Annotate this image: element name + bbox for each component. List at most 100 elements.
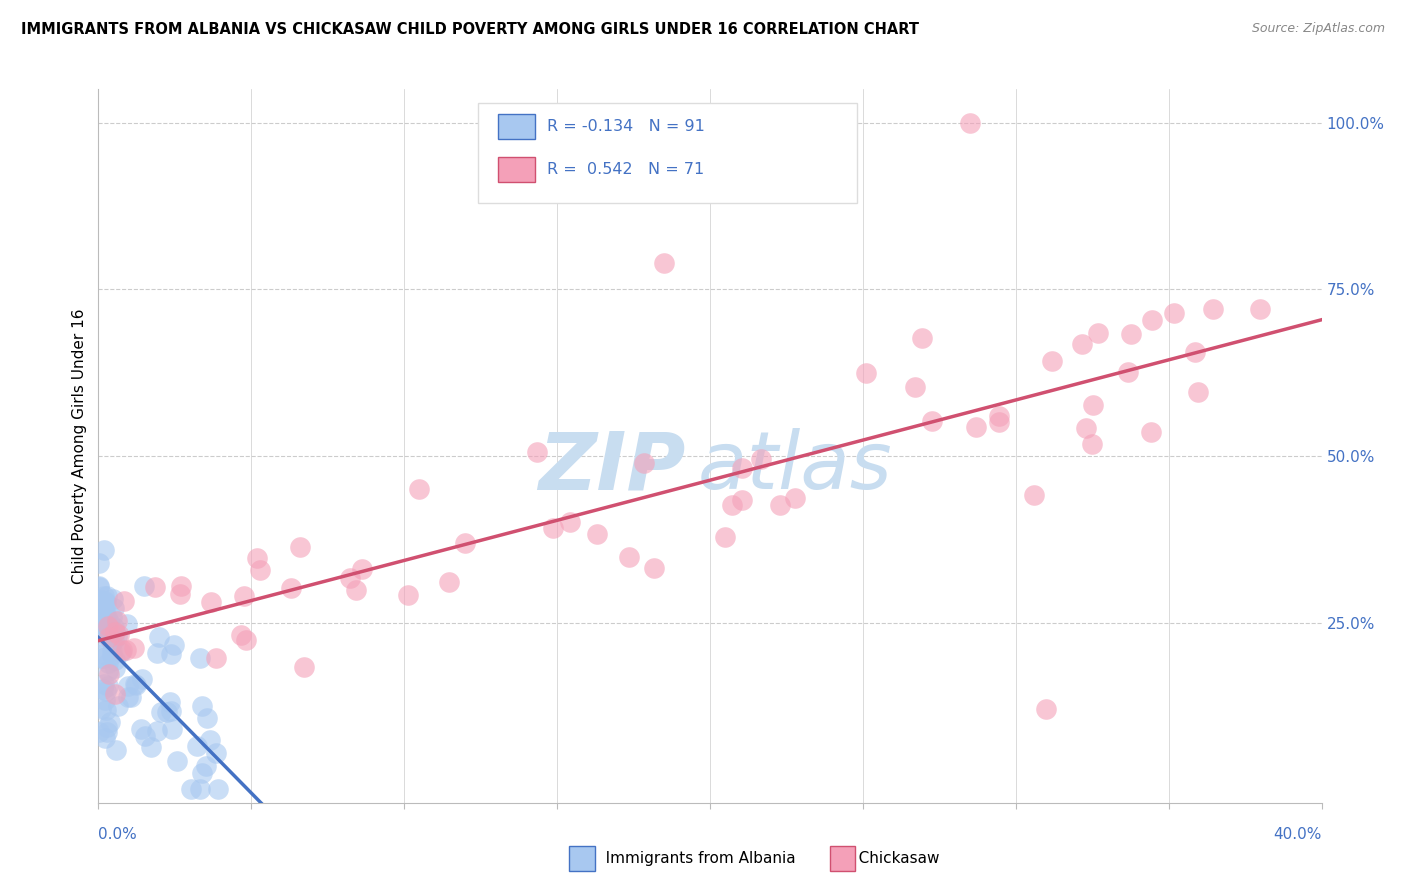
Point: [1040, 354, 1063, 368]
Point: [721, 498, 744, 512]
Point: [159, 695, 181, 709]
Point: [100, 634, 122, 648]
Point: [1087, 326, 1109, 340]
Point: [98, 714, 121, 729]
Text: IMMIGRANTS FROM ALBANIA VS CHICKASAW CHILD POVERTY AMONG GIRLS UNDER 16 CORRELAT: IMMIGRANTS FROM ALBANIA VS CHICKASAW CHI…: [21, 22, 920, 37]
Point: [1118, 365, 1140, 379]
Point: [97, 619, 120, 633]
Point: [139, 739, 162, 754]
Point: [1163, 305, 1185, 319]
Point: [959, 115, 981, 129]
Point: [195, 711, 218, 725]
Point: [104, 687, 127, 701]
Point: [160, 647, 183, 661]
Point: [97, 656, 120, 670]
Point: [1142, 313, 1164, 327]
Point: [94, 731, 117, 746]
Point: [921, 414, 943, 428]
Point: [134, 579, 156, 593]
Y-axis label: Child Poverty Among Girls Under 16: Child Poverty Among Girls Under 16: [72, 309, 87, 583]
Point: [749, 451, 772, 466]
Point: [188, 651, 211, 665]
Point: [100, 635, 122, 649]
Point: [249, 563, 271, 577]
Point: [93, 625, 115, 640]
Point: [96, 725, 118, 739]
Point: [94, 596, 117, 610]
Point: [207, 782, 229, 797]
Point: [103, 620, 125, 634]
Point: [1035, 702, 1057, 716]
Point: [143, 580, 166, 594]
Point: [97, 630, 120, 644]
Point: [160, 704, 183, 718]
Point: [769, 499, 792, 513]
Point: [89, 592, 111, 607]
Point: [107, 699, 129, 714]
Point: [191, 766, 214, 780]
Point: [101, 644, 124, 658]
Point: [96, 610, 118, 624]
Point: [90, 701, 112, 715]
Point: [148, 630, 170, 644]
Point: [89, 613, 111, 627]
Point: [105, 614, 128, 628]
Point: [200, 733, 222, 747]
Text: Chickasaw: Chickasaw: [844, 851, 939, 865]
Point: [98, 620, 121, 634]
Point: [145, 646, 167, 660]
Point: [911, 331, 934, 345]
Point: [643, 561, 665, 575]
Point: [101, 592, 124, 607]
Point: [288, 540, 311, 554]
Point: [114, 643, 136, 657]
Point: [103, 632, 125, 647]
Point: [1121, 326, 1143, 341]
Point: [560, 515, 582, 529]
Point: [344, 582, 367, 597]
Point: [190, 782, 212, 797]
Point: [200, 594, 222, 608]
Point: [904, 380, 927, 394]
Point: [87, 580, 110, 594]
Point: [91, 624, 114, 639]
Point: [586, 527, 609, 541]
Point: [526, 445, 548, 459]
Point: [117, 679, 139, 693]
Bar: [498, 157, 536, 182]
Point: [87, 556, 110, 570]
Point: [1074, 421, 1097, 435]
Point: [89, 601, 111, 615]
Point: [94, 594, 117, 608]
Point: [1071, 337, 1094, 351]
Text: R = -0.134   N = 91: R = -0.134 N = 91: [547, 119, 706, 134]
Point: [93, 543, 115, 558]
Point: [101, 648, 124, 663]
Bar: [498, 114, 536, 139]
Point: [166, 755, 188, 769]
Point: [156, 706, 179, 720]
Point: [104, 661, 127, 675]
Point: [1187, 385, 1209, 400]
Point: [232, 589, 254, 603]
Point: [96, 624, 118, 638]
Point: [91, 682, 114, 697]
Point: [94, 618, 117, 632]
Point: [633, 456, 655, 470]
Point: [98, 666, 121, 681]
Point: [94, 693, 117, 707]
Text: ZIP: ZIP: [538, 428, 686, 507]
Point: [149, 705, 172, 719]
Point: [617, 549, 640, 564]
Point: [105, 629, 128, 643]
Point: [785, 491, 807, 506]
Point: [229, 628, 252, 642]
Point: [101, 610, 124, 624]
Point: [124, 676, 146, 690]
Point: [103, 601, 125, 615]
Point: [122, 641, 145, 656]
Point: [1022, 488, 1045, 502]
Point: [91, 648, 114, 662]
Point: [246, 551, 269, 566]
Point: [731, 493, 754, 508]
